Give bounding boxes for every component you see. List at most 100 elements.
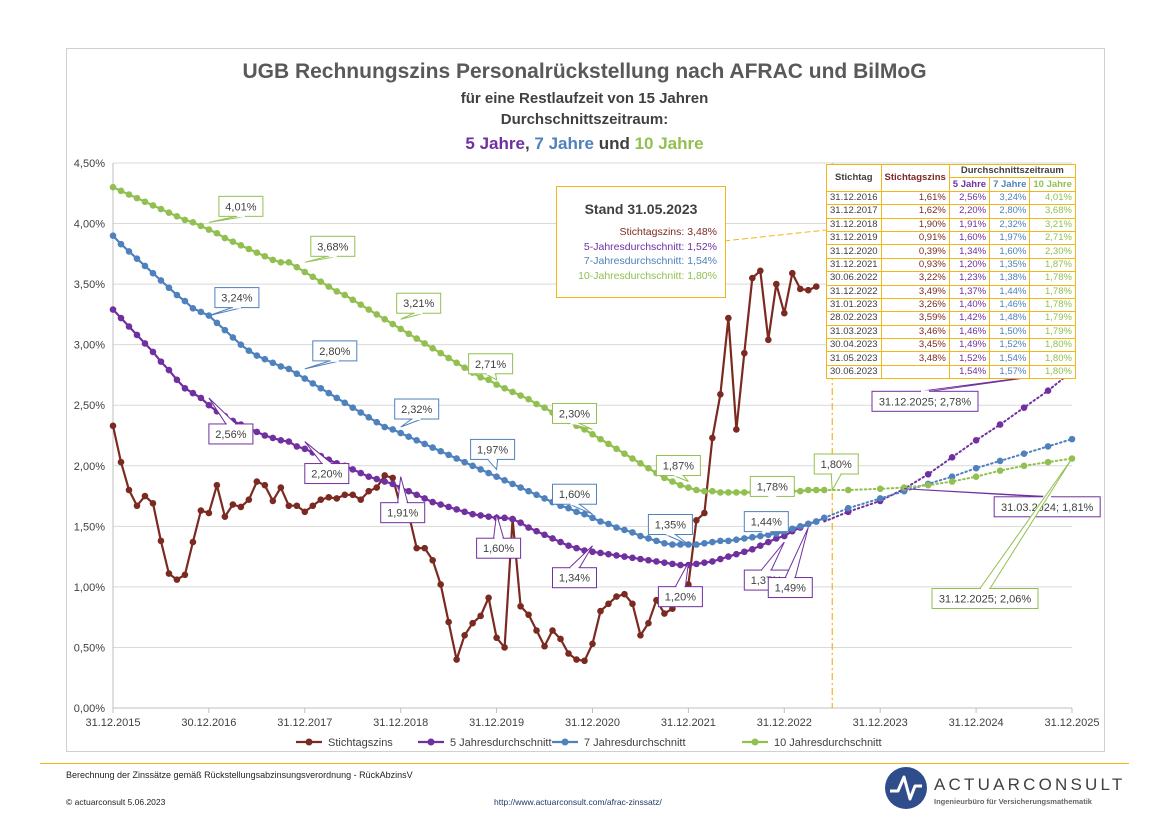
projection-point-avg5 [948,454,956,461]
callout-pointer [400,418,422,428]
point-avg7 [437,447,444,455]
point-avg7 [189,305,197,312]
callout-label: 2,32% [401,404,432,416]
logo-name: ACTUARCONSULT [934,775,1126,794]
point-avg7 [181,297,189,305]
point-avg7 [669,541,676,548]
point-avg7 [133,255,141,262]
table-cell: 31.12.2016 [826,190,882,206]
point-avg10 [645,464,652,472]
point-stichtag [717,391,724,398]
point-avg7 [493,473,500,480]
point-stichtag [597,607,604,615]
point-avg5 [573,544,580,552]
table-row: 31.12.2016 1,61% 2,56% 3,24% 4,01% [826,190,1076,206]
legend-marker-avg7 [561,738,569,746]
point-avg10 [221,234,229,242]
point-avg5 [725,553,732,560]
point-avg7 [573,508,580,516]
point-avg10 [373,311,381,318]
table-cell: 1,50% [989,324,1031,340]
point-avg5 [253,428,261,436]
point-avg5 [381,478,389,485]
point-avg7 [445,451,452,459]
table-row: 30.04.2023 3,45% 1,49% 1,52% 1,80% [826,338,1076,353]
point-stichtag [709,434,716,442]
point-stichtag [173,576,181,583]
projection-point-avg7 [948,473,956,480]
table-cell: 1,52% [948,351,991,366]
point-avg5 [669,560,676,568]
logo-mark-icon [885,767,927,809]
point-avg5 [701,559,708,566]
table-cell: 1,79% [1029,311,1076,326]
projection-point-avg7 [1044,443,1052,450]
point-avg5 [157,358,165,365]
point-stichtag [421,544,428,552]
point-stichtag [517,602,524,610]
point-stichtag [133,502,141,510]
point-stichtag [437,581,444,588]
point-avg7 [717,537,724,545]
point-avg10 [173,212,181,220]
point-avg10 [109,183,117,191]
point-avg10 [717,489,724,496]
table-row: 31.12.2018 1,90% 1,91% 2,32% 3,21% [826,217,1076,232]
point-avg10 [261,252,269,260]
legend-label-avg5: 5 Jahresdurchschnitt [450,737,552,749]
point-stichtag [741,349,748,357]
point-stichtag [557,635,564,643]
point-stichtag [165,570,173,577]
point-avg5 [269,434,277,442]
point-avg7 [509,480,516,488]
point-stichtag [469,619,476,627]
point-stichtag [157,537,165,545]
point-avg7 [405,433,412,441]
footer-url[interactable]: http://www.actuarconsult.com/afrac-zinss… [494,797,662,807]
table-cell: 3,46% [880,324,950,340]
point-stichtag [389,474,397,482]
table-cell [880,364,950,380]
point-avg5 [421,495,428,502]
callout-label: 1,49% [775,583,806,595]
point-avg10 [709,487,716,495]
projection-point-avg5 [924,470,932,478]
point-avg10 [421,340,428,347]
point-stichtag [349,491,357,499]
point-avg10 [165,209,173,216]
callout: 1,78% [749,475,795,498]
point-avg10 [501,384,508,392]
point-stichtag [613,593,620,600]
callout-label: 2,80% [319,346,350,358]
point-avg10 [357,301,365,309]
point-stichtag [149,500,157,507]
callout: 1,49% [767,527,813,599]
point-avg10 [349,296,357,304]
point-avg10 [277,259,285,266]
point-avg10 [605,440,612,448]
callout: 3,68% [304,235,356,263]
stand-line-avg10: 10-Jahresdurchschnitt: 1,80% [578,269,717,282]
point-avg5 [533,527,540,535]
point-stichtag [573,656,580,663]
point-avg7 [117,240,125,248]
table-cell: 1,91% [948,217,991,232]
table-cell: 1,46% [989,297,1031,313]
point-stichtag [749,274,756,282]
point-avg5 [445,503,452,511]
point-stichtag [429,556,436,564]
point-stichtag [229,501,237,508]
table-row: 31.12.2019 0,91% 1,60% 1,97% 2,71% [826,230,1076,246]
table-cell: 31.12.2017 [826,204,882,219]
point-avg10 [437,349,444,357]
point-avg7 [765,531,772,539]
projection-point-avg10 [876,485,884,493]
point-avg5 [197,394,205,402]
point-stichtag [445,618,452,626]
projection-point-avg10 [972,473,980,480]
point-stichtag [453,656,460,663]
callout: 1,80% [813,453,859,492]
table-cell: 1,80% [1029,338,1076,353]
point-avg10 [197,222,205,230]
point-avg5 [613,552,620,559]
